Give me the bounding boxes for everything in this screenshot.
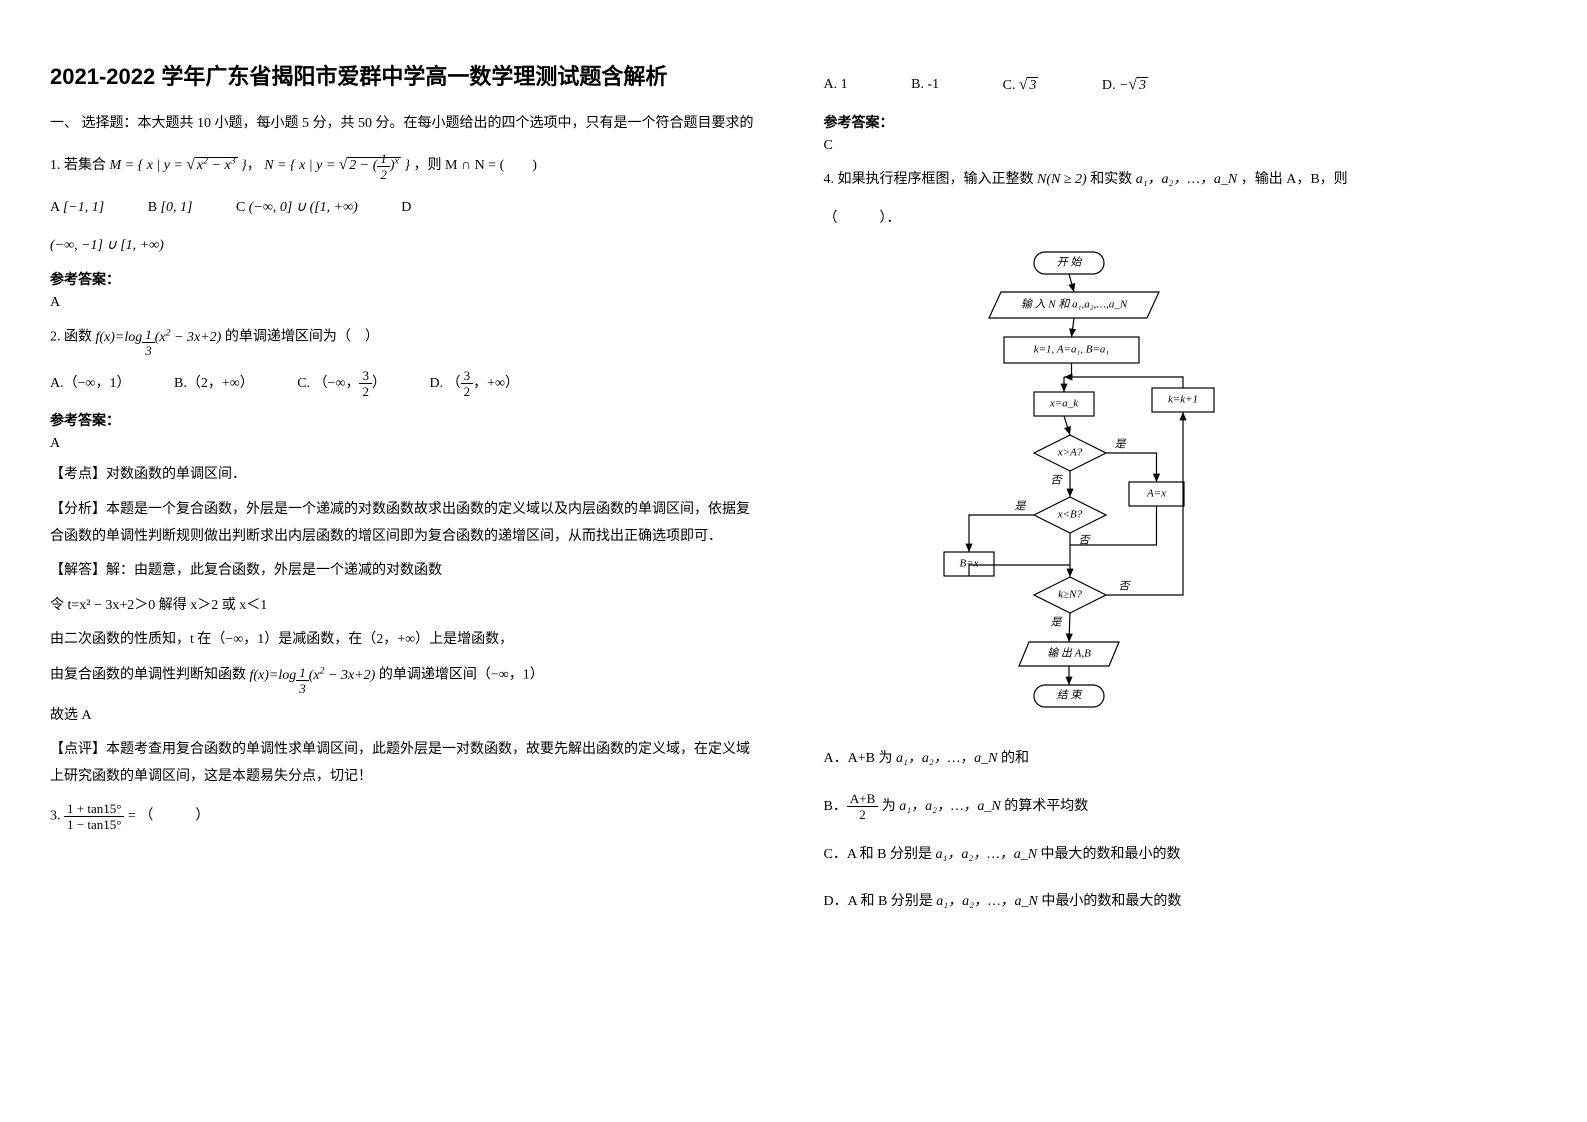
q1-opt-d-value: (−∞, −1] ∪ [1, +∞) — [50, 233, 764, 260]
flowchart-svg: 开 始输 入 N 和 a₁,a₂,…,a_N k=1, A=a₁, B=a₁ x=a… — [884, 247, 1254, 722]
svg-text:输 入 N 和 a₁,a₂,…,a_N: 输 入 N 和 a₁,a₂,…,a_N — [1020, 298, 1127, 311]
q2-answer: A — [50, 436, 764, 452]
q1-set-n: N = { x | y = 2 − (12)x } — [264, 158, 410, 173]
q2-func: f(x)=log13(x2 − 3x+2) — [96, 330, 222, 345]
svg-text:结 束: 结 束 — [1056, 689, 1083, 702]
svg-text:否: 否 — [1118, 581, 1131, 593]
q2-options: A.（−∞，1） B.（2，+∞） C. （−∞，32） D. （32，+∞） — [50, 369, 764, 400]
q4-opt-b: B．A+B2 为 a₁，a₂，…，a_N 的算术平均数 — [824, 790, 1538, 824]
svg-text:k≥N?: k≥N? — [1058, 589, 1082, 601]
q4-opt-c: C．A 和 B 分别是 a₁，a₂，…，a_N 中最大的数和最小的数 — [824, 838, 1538, 872]
svg-text:A=x: A=x — [1145, 488, 1165, 500]
q4-n-cond: N(N ≥ 2) — [1037, 172, 1087, 187]
q1-options: A [−1, 1] B [0, 1] C (−∞, 0] ∪ ([1, +∞) … — [50, 193, 764, 224]
q2-p8: 【点评】本题考查用复合函数的单调性求单调区间，此题外层是一对数函数，故要先解出函… — [50, 737, 764, 790]
q3-options: A. 1 B. -1 C. 3 D. −3 — [824, 68, 1538, 102]
q1-opt-c: C (−∞, 0] ∪ ([1, +∞) — [236, 193, 358, 224]
q2-p1: 【考点】对数函数的单调区间． — [50, 462, 764, 489]
exam-title: 2021-2022 学年广东省揭阳市爱群中学高一数学理测试题含解析 — [50, 60, 764, 93]
q3-opt-c: C. 3 — [1003, 68, 1039, 102]
q4-opt-a: A．A+B 为 a₁，a₂，…，a_N 的和 — [824, 742, 1538, 776]
svg-text:否: 否 — [1050, 475, 1063, 487]
question-2: 2. 函数 f(x)=log13(x2 − 3x+2) 的单调递增区间为（ ） — [50, 323, 764, 357]
question-4: 4. 如果执行程序框图，输入正整数 N(N ≥ 2) 和实数 a₁，a₂，…，a… — [824, 166, 1538, 194]
svg-text:开 始: 开 始 — [1056, 256, 1082, 269]
svg-text:x>A?: x>A? — [1056, 447, 1082, 459]
page: 2021-2022 学年广东省揭阳市爱群中学高一数学理测试题含解析 一、 选择题… — [0, 0, 1587, 1122]
q2-p3: 【解答】解：由题意，此复合函数，外层是一个递减的对数函数 — [50, 558, 764, 585]
q3-fraction: 1 + tan15° 1 − tan15° — [64, 802, 124, 831]
q3-answer-label: 参考答案： — [824, 112, 1538, 132]
svg-text:k=k+1: k=k+1 — [1167, 394, 1197, 406]
q4-options: A．A+B 为 a₁，a₂，…，a_N 的和 B．A+B2 为 a₁，a₂，…，… — [824, 742, 1538, 918]
q3-tail: （ ） — [139, 809, 209, 824]
svg-text:是: 是 — [1050, 617, 1062, 629]
q2-tail: 的单调递增区间为（ ） — [225, 330, 379, 345]
q1-opt-d: D — [401, 193, 411, 224]
left-column: 2021-2022 学年广东省揭阳市爱群中学高一数学理测试题含解析 一、 选择题… — [0, 0, 794, 1122]
q1-prefix: 1. 若集合 — [50, 158, 110, 173]
q2-p4: 令 t=x² − 3x+2＞0 解得 x＞2 或 x＜1 — [50, 593, 764, 620]
q1-opt-a: A [−1, 1] — [50, 193, 104, 224]
q3-opt-a: A. 1 — [824, 70, 848, 101]
q1-answer-label: 参考答案： — [50, 269, 764, 289]
svg-text:是: 是 — [1114, 439, 1126, 451]
question-1: 1. 若集合 M = { x | y = x2 − x3 }， N = { x … — [50, 150, 764, 181]
q4-sequence: a₁，a₂，…，a_N — [1136, 172, 1238, 187]
svg-text:输 出 A,B: 输 出 A,B — [1047, 647, 1091, 660]
svg-text:x<B?: x<B? — [1056, 509, 1082, 521]
q2-answer-label: 参考答案： — [50, 410, 764, 430]
q3-eq: = — [128, 809, 139, 824]
q2-opt-a: A.（−∞，1） — [50, 369, 131, 400]
q2-opt-c: C. （−∞，32） — [297, 369, 386, 400]
q2-prefix: 2. 函数 — [50, 330, 96, 345]
q2-opt-d: D. （32，+∞） — [429, 369, 519, 400]
section-1-heading: 一、 选择题：本大题共 10 小题，每小题 5 分，共 50 分。在每小题给出的… — [50, 113, 764, 135]
q3-opt-d: D. −3 — [1102, 68, 1148, 102]
q3-answer: C — [824, 138, 1538, 154]
q4-opt-d: D．A 和 B 分别是 a₁，a₂，…，a_N 中最小的数和最大的数 — [824, 885, 1538, 919]
q1-answer: A — [50, 295, 764, 311]
question-3: 3. 1 + tan15° 1 − tan15° = （ ） — [50, 802, 764, 831]
q1-tail: ，则 M ∩ N = ( ) — [414, 158, 537, 173]
svg-text:是: 是 — [1014, 501, 1026, 513]
svg-text:x=a_k: x=a_k — [1048, 398, 1078, 410]
q2-p7: 故选 A — [50, 703, 764, 730]
svg-text:k=1, A=a₁, B=a₁: k=1, A=a₁, B=a₁ — [1033, 344, 1109, 356]
q1-opt-b: B [0, 1] — [148, 193, 193, 224]
right-column: A. 1 B. -1 C. 3 D. −3 参考答案： C 4. 如果执行程序框… — [794, 0, 1587, 1122]
q3-prefix: 3. — [50, 809, 64, 824]
q2-opt-b: B.（2，+∞） — [174, 369, 254, 400]
q2-p2: 【分析】本题是一个复合函数，外层是一个递减的对数函数故求出函数的定义域以及内层函… — [50, 497, 764, 550]
q2-p5: 由二次函数的性质知，t 在（−∞，1）是减函数，在（2，+∞）上是增函数， — [50, 627, 764, 654]
flowchart: 开 始输 入 N 和 a₁,a₂,…,a_N k=1, A=a₁, B=a₁ x=a… — [884, 247, 1538, 727]
q4-blank: （ ）． — [824, 206, 1538, 233]
q1-set-m: M = { x | y = x2 − x3 } — [110, 158, 247, 173]
q2-p6: 由复合函数的单调性判断知函数 f(x)=log13(x2 − 3x+2) 的单调… — [50, 662, 764, 695]
q3-opt-b: B. -1 — [911, 70, 939, 101]
